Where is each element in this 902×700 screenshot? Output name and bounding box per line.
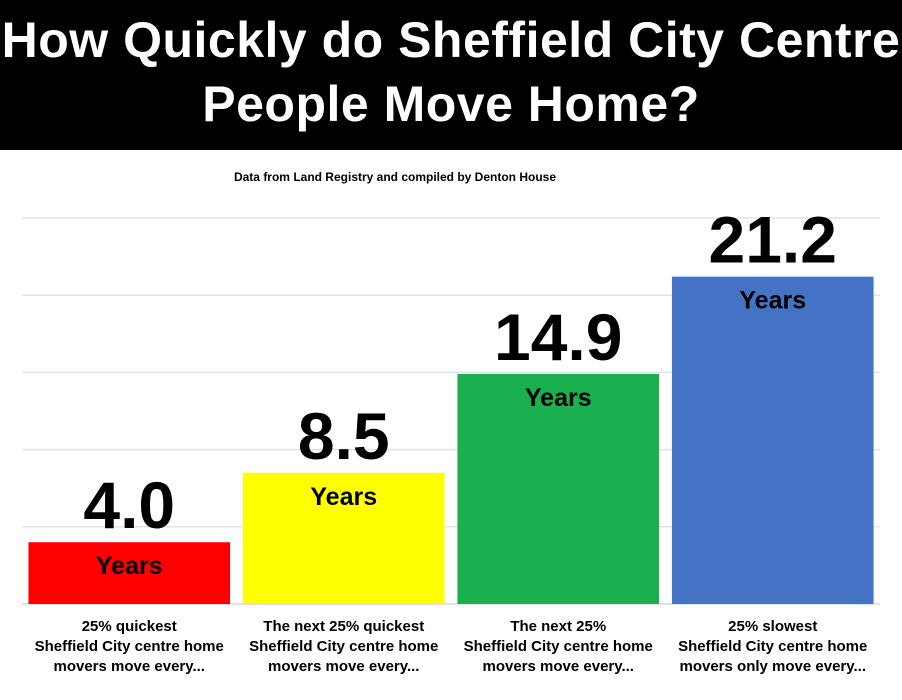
- bar: [671, 276, 874, 604]
- bar: [28, 542, 231, 604]
- chart-title: How Quickly do Sheffield City Centre Peo…: [1, 12, 901, 132]
- data-label: 4.0: [83, 468, 175, 542]
- unit-label: Years: [310, 483, 377, 511]
- bar: [242, 472, 445, 604]
- unit-label: Years: [525, 384, 592, 412]
- category-label: 25% slowest Sheffield City centre home m…: [678, 618, 868, 675]
- unit-label: Years: [739, 287, 806, 315]
- data-label: 14.9: [494, 300, 622, 374]
- data-label: 8.5: [298, 399, 390, 473]
- title-band: How Quickly do Sheffield City Centre Peo…: [0, 0, 902, 150]
- bar: [457, 373, 660, 604]
- category-label: The next 25% Sheffield City centre home …: [463, 618, 653, 675]
- chart-subtitle: Data from Land Registry and compiled by …: [233, 170, 557, 184]
- unit-label: Years: [96, 552, 163, 580]
- category-label: 25% quickest Sheffield City centre home …: [34, 618, 224, 675]
- category-label: The next 25% quickest Sheffield City cen…: [249, 618, 439, 675]
- data-label: 21.2: [709, 203, 837, 277]
